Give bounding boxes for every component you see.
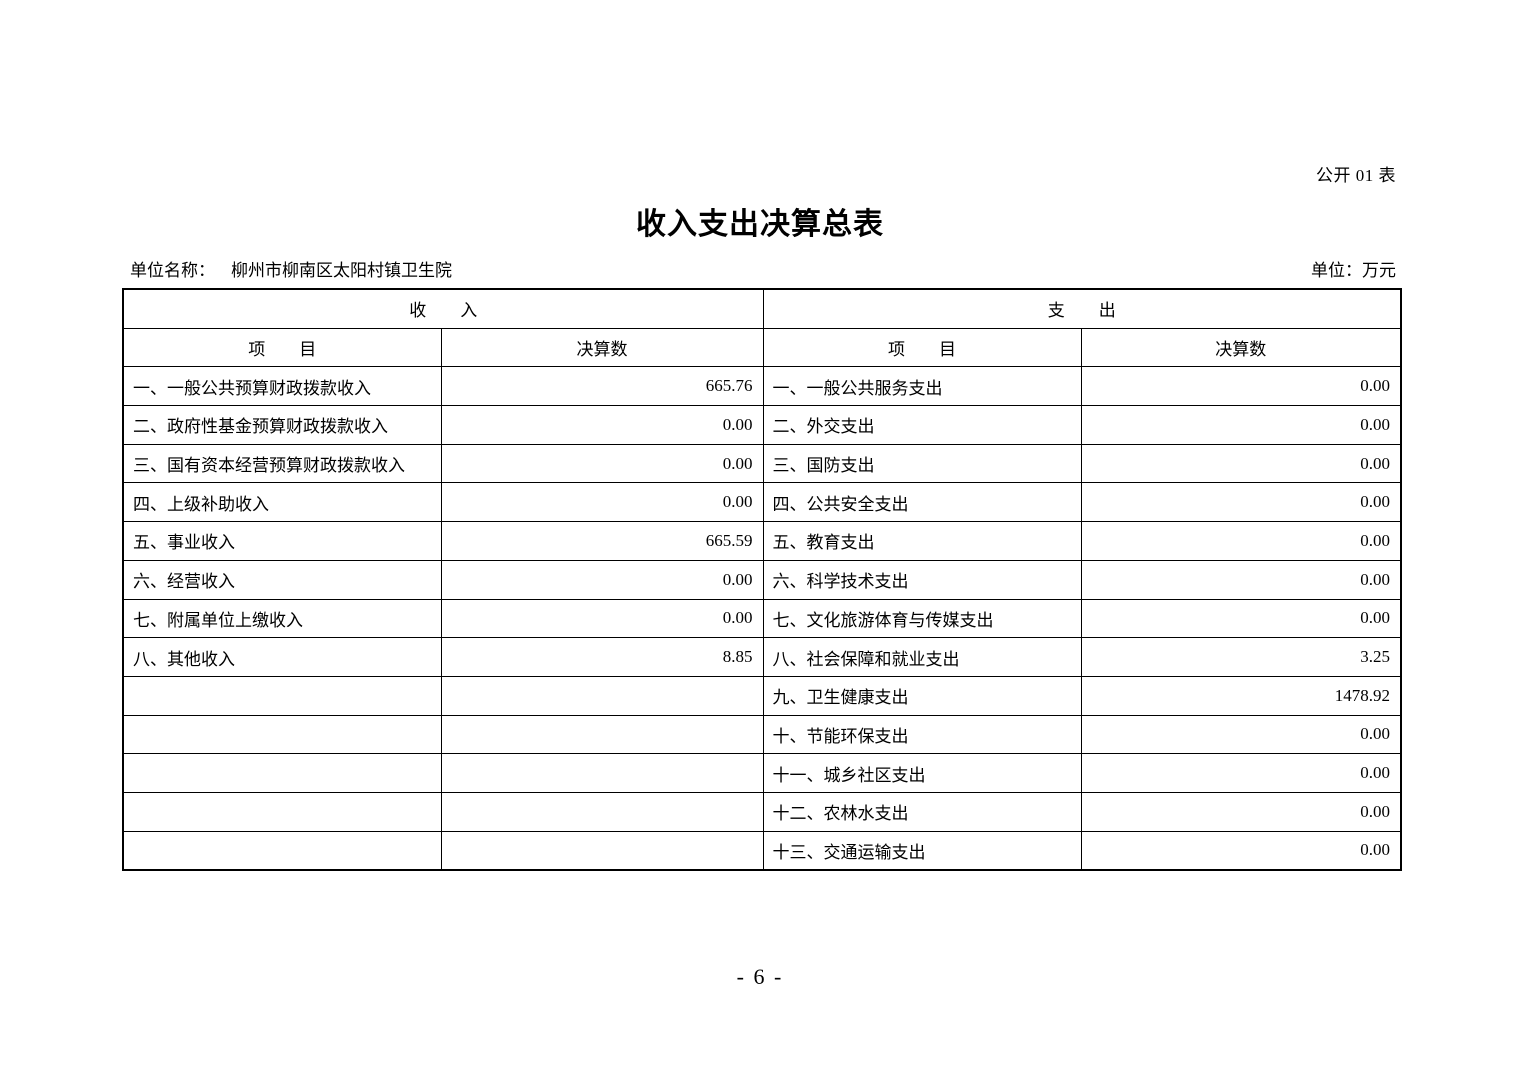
expense-item-cell: 四、公共安全支出 (762, 482, 1082, 523)
income-amount-cell (440, 791, 764, 832)
income-amount-cell: 0.00 (440, 559, 764, 600)
expense-item-cell: 一、一般公共服务支出 (762, 366, 1082, 407)
income-amount-cell: 0.00 (440, 443, 764, 484)
income-amount-column-header: 决算数 (440, 327, 764, 368)
income-amount-cell: 8.85 (440, 637, 764, 677)
income-amount-cell: 0.00 (440, 482, 764, 523)
expense-amount-cell: 0.00 (1080, 443, 1402, 484)
expense-item-cell: 二、外交支出 (762, 405, 1082, 445)
income-item-cell: 四、上级补助收入 (122, 482, 442, 523)
income-item-cell (122, 791, 442, 832)
table-row: 六、经营收入 0.00 六、科学技术支出 0.00 (122, 559, 1402, 600)
table-row: 十二、农林水支出 0.00 (122, 791, 1402, 832)
table-row: 九、卫生健康支出 1478.92 (122, 675, 1402, 716)
table-row: 七、附属单位上缴收入 0.00 七、文化旅游体育与传媒支出 0.00 (122, 598, 1402, 639)
page-title: 收入支出决算总表 (636, 208, 884, 241)
income-item-cell: 五、事业收入 (122, 521, 442, 561)
income-amount-cell (440, 675, 764, 716)
income-item-cell: 八、其他收入 (122, 637, 442, 677)
expense-amount-cell: 0.00 (1080, 714, 1402, 755)
unit-name-value: 柳州市柳南区太阳村镇卫生院 (231, 261, 452, 280)
expense-amount-cell: 0.00 (1080, 482, 1402, 523)
expense-amount-column-header: 决算数 (1080, 327, 1402, 368)
expense-item-cell: 十、节能环保支出 (762, 714, 1082, 755)
expense-item-cell: 八、社会保障和就业支出 (762, 637, 1082, 677)
expense-item-cell: 三、国防支出 (762, 443, 1082, 484)
expense-amount-cell: 0.00 (1080, 791, 1402, 832)
income-item-cell: 三、国有资本经营预算财政拨款收入 (122, 443, 442, 484)
income-amount-cell (440, 753, 764, 793)
expense-item-cell: 九、卫生健康支出 (762, 675, 1082, 716)
section-header-row: 收 入 支 出 (122, 288, 1402, 329)
table-row: 四、上级补助收入 0.00 四、公共安全支出 0.00 (122, 482, 1402, 523)
unit-name-label: 单位名称： (130, 261, 215, 280)
income-amount-cell: 665.59 (440, 521, 764, 561)
expense-amount-cell: 0.00 (1080, 366, 1402, 407)
table-row: 三、国有资本经营预算财政拨款收入 0.00 三、国防支出 0.00 (122, 443, 1402, 484)
table-row: 十一、城乡社区支出 0.00 (122, 753, 1402, 793)
income-amount-cell: 0.00 (440, 405, 764, 445)
income-item-cell: 二、政府性基金预算财政拨款收入 (122, 405, 442, 445)
expense-amount-cell: 0.00 (1080, 559, 1402, 600)
currency-unit-label: 单位：万元 (1311, 261, 1396, 280)
expense-amount-cell: 0.00 (1080, 598, 1402, 639)
expense-item-cell: 十二、农林水支出 (762, 791, 1082, 832)
expense-amount-cell: 1478.92 (1080, 675, 1402, 716)
table-row: 五、事业收入 665.59 五、教育支出 0.00 (122, 521, 1402, 561)
income-amount-cell (440, 830, 764, 871)
income-amount-cell (440, 714, 764, 755)
income-item-cell (122, 830, 442, 871)
unit-name-group: 单位名称： 柳州市柳南区太阳村镇卫生院 (130, 256, 452, 281)
expense-amount-cell: 3.25 (1080, 637, 1402, 677)
doc-ref-note: 公开 01 表 (1316, 166, 1396, 185)
page-number: - 6 - (736, 964, 784, 989)
income-amount-cell: 665.76 (440, 366, 764, 407)
income-item-cell: 一、一般公共预算财政拨款收入 (122, 366, 442, 407)
expense-section-header: 支 出 (762, 288, 1402, 329)
table-row: 二、政府性基金预算财政拨款收入 0.00 二、外交支出 0.00 (122, 405, 1402, 445)
table-row: 十、节能环保支出 0.00 (122, 714, 1402, 755)
income-item-cell (122, 675, 442, 716)
expense-item-cell: 十三、交通运输支出 (762, 830, 1082, 871)
table-row: 一、一般公共预算财政拨款收入 665.76 一、一般公共服务支出 0.00 (122, 366, 1402, 407)
table-row: 十三、交通运输支出 0.00 (122, 830, 1402, 871)
expense-amount-cell: 0.00 (1080, 521, 1402, 561)
income-item-column-header: 项 目 (122, 327, 442, 368)
expense-item-cell: 五、教育支出 (762, 521, 1082, 561)
expense-amount-cell: 0.00 (1080, 405, 1402, 445)
income-item-cell (122, 714, 442, 755)
income-section-header: 收 入 (122, 288, 764, 329)
table-row: 八、其他收入 8.85 八、社会保障和就业支出 3.25 (122, 637, 1402, 677)
expense-item-cell: 七、文化旅游体育与传媒支出 (762, 598, 1082, 639)
expense-amount-cell: 0.00 (1080, 753, 1402, 793)
expense-item-cell: 六、科学技术支出 (762, 559, 1082, 600)
expense-amount-cell: 0.00 (1080, 830, 1402, 871)
column-header-row: 项 目 决算数 项 目 决算数 (122, 327, 1402, 368)
expense-item-cell: 十一、城乡社区支出 (762, 753, 1082, 793)
income-item-cell: 七、附属单位上缴收入 (122, 598, 442, 639)
meta-row: 单位名称： 柳州市柳南区太阳村镇卫生院 单位：万元 (130, 256, 1396, 281)
expense-item-column-header: 项 目 (762, 327, 1082, 368)
income-amount-cell: 0.00 (440, 598, 764, 639)
income-item-cell (122, 753, 442, 793)
income-item-cell: 六、经营收入 (122, 559, 442, 600)
summary-table: 收 入 支 出 项 目 决算数 项 目 决算数 一、一般公共预算财政拨款收入 66… (122, 288, 1402, 872)
